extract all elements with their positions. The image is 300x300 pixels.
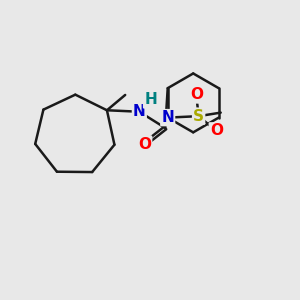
Text: H: H — [144, 92, 157, 107]
Text: S: S — [193, 109, 204, 124]
Text: O: O — [138, 136, 151, 152]
Text: O: O — [190, 88, 203, 103]
Text: N: N — [133, 104, 146, 119]
Text: N: N — [161, 110, 174, 125]
Text: O: O — [210, 123, 223, 138]
